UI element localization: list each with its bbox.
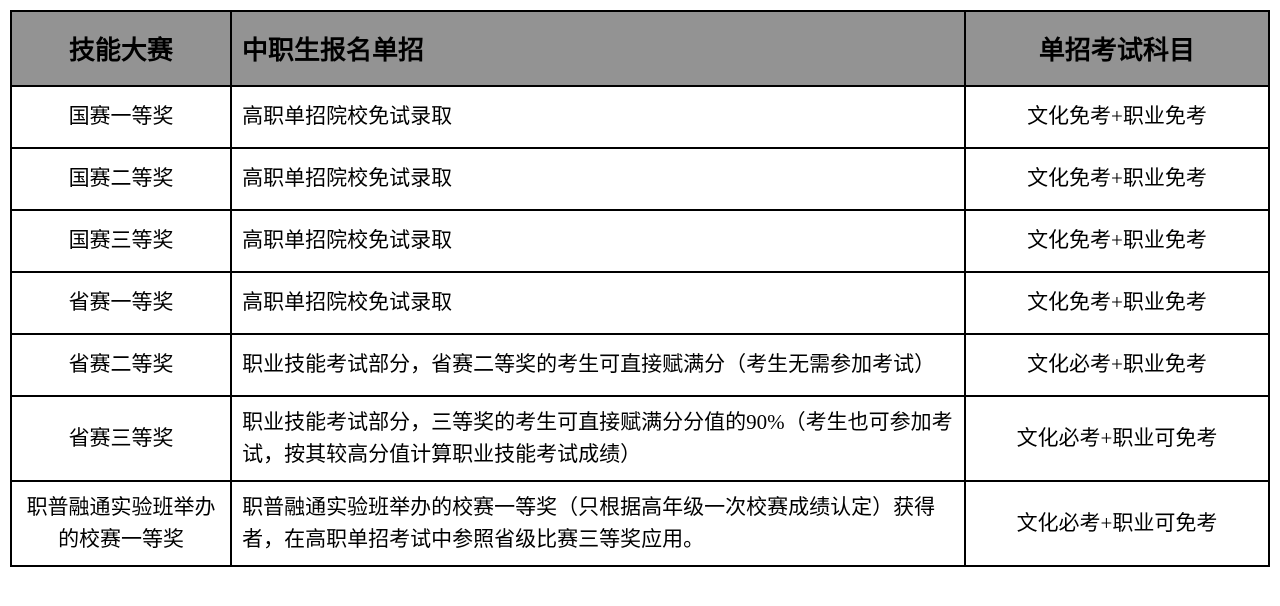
table-row: 国赛三等奖 高职单招院校免试录取 文化免考+职业免考 bbox=[11, 210, 1269, 272]
table-row: 职普融通实验班举办的校赛一等奖 职普融通实验班举办的校赛一等奖（只根据高年级一次… bbox=[11, 481, 1269, 566]
cell-competition: 国赛二等奖 bbox=[11, 148, 231, 210]
cell-enrollment: 高职单招院校免试录取 bbox=[231, 210, 965, 272]
table-row: 省赛三等奖 职业技能考试部分，三等奖的考生可直接赋满分分值的90%（考生也可参加… bbox=[11, 396, 1269, 481]
cell-exam: 文化必考+职业可免考 bbox=[965, 481, 1269, 566]
header-skill-competition: 技能大赛 bbox=[11, 11, 231, 86]
cell-competition: 省赛三等奖 bbox=[11, 396, 231, 481]
cell-exam: 文化免考+职业免考 bbox=[965, 86, 1269, 148]
exam-policy-table: 技能大赛 中职生报名单招 单招考试科目 国赛一等奖 高职单招院校免试录取 文化免… bbox=[10, 10, 1270, 567]
cell-competition: 省赛二等奖 bbox=[11, 334, 231, 396]
cell-enrollment: 高职单招院校免试录取 bbox=[231, 272, 965, 334]
cell-exam: 文化必考+职业免考 bbox=[965, 334, 1269, 396]
table-header-row: 技能大赛 中职生报名单招 单招考试科目 bbox=[11, 11, 1269, 86]
table-row: 国赛二等奖 高职单招院校免试录取 文化免考+职业免考 bbox=[11, 148, 1269, 210]
cell-competition: 省赛一等奖 bbox=[11, 272, 231, 334]
cell-enrollment: 职普融通实验班举办的校赛一等奖（只根据高年级一次校赛成绩认定）获得者，在高职单招… bbox=[231, 481, 965, 566]
cell-exam: 文化免考+职业免考 bbox=[965, 272, 1269, 334]
cell-exam: 文化免考+职业免考 bbox=[965, 210, 1269, 272]
table-row: 国赛一等奖 高职单招院校免试录取 文化免考+职业免考 bbox=[11, 86, 1269, 148]
cell-competition: 职普融通实验班举办的校赛一等奖 bbox=[11, 481, 231, 566]
table-row: 省赛一等奖 高职单招院校免试录取 文化免考+职业免考 bbox=[11, 272, 1269, 334]
cell-exam: 文化免考+职业免考 bbox=[965, 148, 1269, 210]
cell-competition: 国赛三等奖 bbox=[11, 210, 231, 272]
header-enrollment: 中职生报名单招 bbox=[231, 11, 965, 86]
cell-enrollment: 职业技能考试部分，省赛二等奖的考生可直接赋满分（考生无需参加考试） bbox=[231, 334, 965, 396]
cell-exam: 文化必考+职业可免考 bbox=[965, 396, 1269, 481]
table-row: 省赛二等奖 职业技能考试部分，省赛二等奖的考生可直接赋满分（考生无需参加考试） … bbox=[11, 334, 1269, 396]
cell-enrollment: 高职单招院校免试录取 bbox=[231, 86, 965, 148]
cell-competition: 国赛一等奖 bbox=[11, 86, 231, 148]
cell-enrollment: 职业技能考试部分，三等奖的考生可直接赋满分分值的90%（考生也可参加考试，按其较… bbox=[231, 396, 965, 481]
header-exam-subjects: 单招考试科目 bbox=[965, 11, 1269, 86]
cell-enrollment: 高职单招院校免试录取 bbox=[231, 148, 965, 210]
